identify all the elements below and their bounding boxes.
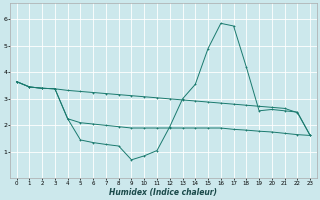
X-axis label: Humidex (Indice chaleur): Humidex (Indice chaleur): [109, 188, 217, 197]
